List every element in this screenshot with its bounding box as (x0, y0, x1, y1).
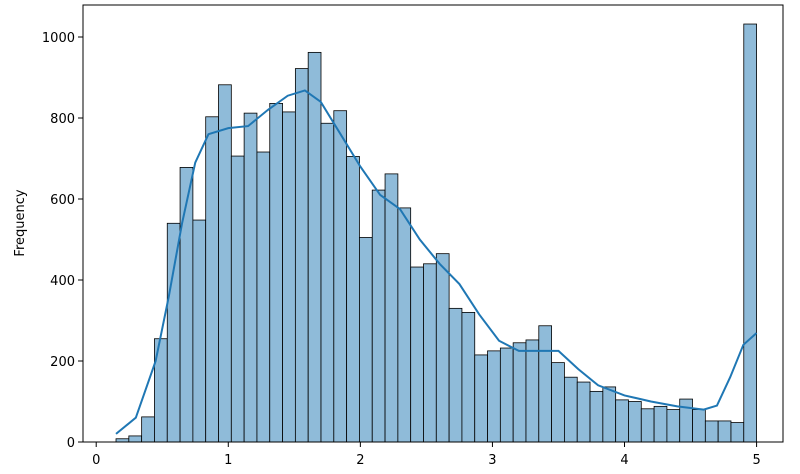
bar (282, 111, 296, 443)
bar (423, 263, 437, 443)
bar (371, 189, 386, 443)
y-axis-label: Frequency (13, 189, 28, 256)
y-tick-label: 1000 (42, 31, 75, 46)
bar (397, 207, 412, 443)
bar (294, 68, 309, 443)
bar (564, 376, 578, 443)
bar (141, 416, 155, 443)
bar (717, 420, 732, 443)
bar (474, 354, 488, 443)
bar (628, 401, 642, 443)
y-tick-label: 800 (50, 112, 75, 127)
bar (512, 342, 527, 443)
bar (679, 398, 693, 443)
bar (269, 103, 283, 443)
bar (730, 422, 745, 443)
y-tick-label: 600 (50, 193, 75, 208)
bar (589, 390, 604, 443)
bar (461, 311, 476, 443)
bar (538, 325, 553, 443)
bar (666, 409, 681, 443)
bar (653, 405, 668, 443)
bar (192, 219, 207, 443)
bar (179, 167, 194, 443)
bar (743, 23, 757, 443)
bar (166, 222, 181, 443)
bar (692, 409, 706, 443)
bar (602, 386, 617, 443)
y-tick-label: 200 (50, 355, 75, 370)
bar (448, 307, 463, 443)
plot-frame (82, 4, 784, 443)
x-tick-label: 2 (356, 453, 364, 468)
x-tick-label: 4 (620, 453, 628, 468)
bar (704, 420, 719, 443)
y-tick-label: 400 (50, 274, 75, 289)
bar (384, 173, 399, 443)
bar (576, 381, 591, 443)
bar (410, 266, 424, 443)
bar (346, 156, 360, 443)
x-tick-label: 3 (488, 453, 496, 468)
bar (218, 84, 232, 443)
bar (499, 347, 514, 443)
bar (359, 237, 373, 443)
bar (230, 155, 245, 443)
bar (640, 408, 655, 443)
bar (128, 435, 143, 443)
x-tick-label: 1 (224, 453, 232, 468)
bar (205, 116, 219, 443)
x-tick-label: 0 (92, 453, 100, 468)
y-tick-label: 0 (67, 436, 75, 451)
bar (487, 350, 501, 443)
kde-line (115, 89, 758, 435)
bar (551, 362, 565, 443)
bar (435, 253, 450, 443)
bar (615, 399, 629, 443)
bar (320, 122, 335, 443)
bar (243, 112, 258, 443)
x-tick-label: 5 (752, 453, 760, 468)
bar (525, 339, 540, 443)
bar (333, 110, 348, 443)
bar (256, 151, 271, 443)
bar (307, 51, 322, 443)
